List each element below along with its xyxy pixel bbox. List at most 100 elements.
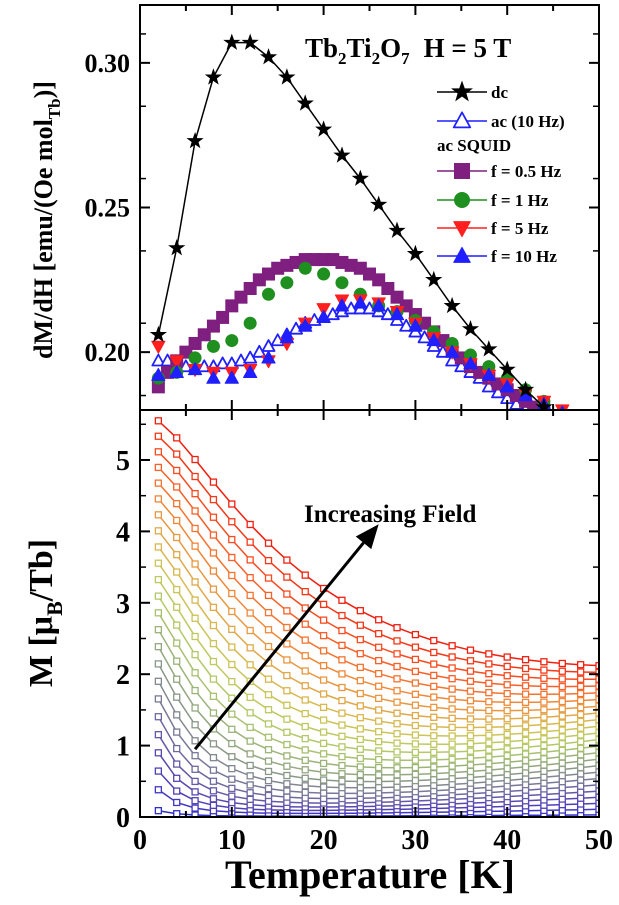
magnetization-point	[576, 661, 585, 669]
data-point-ac-10-hz-	[533, 408, 537, 410]
magnetization-point	[301, 667, 309, 675]
magnetization-point	[375, 694, 383, 703]
magnetization-point	[411, 711, 420, 720]
top-series-group	[149, 33, 588, 443]
data-point-f-10-hz	[151, 367, 166, 381]
data-point-f-10-hz	[463, 356, 478, 370]
magnetization-point	[356, 649, 364, 658]
magnetization-point	[209, 777, 218, 785]
magnetization-point	[154, 527, 163, 535]
magnetization-point	[411, 731, 420, 739]
magnetization-point	[264, 556, 273, 565]
data-point-f-10-hz	[353, 295, 368, 309]
magnetization-point	[411, 776, 420, 785]
magnetization-point	[558, 667, 566, 675]
magnetization-point	[485, 650, 493, 658]
magnetization-point	[503, 698, 511, 706]
magnetization-point	[503, 738, 511, 746]
bottom-ytick-label: 4	[116, 517, 130, 548]
magnetization-point	[448, 642, 456, 650]
magnetization-point	[466, 646, 475, 654]
magnetization-point	[393, 650, 401, 658]
magnetization-point	[448, 705, 456, 713]
magnetization-point	[576, 751, 585, 759]
magnetization-point	[540, 767, 548, 775]
magnetization-point	[576, 675, 585, 683]
magnetization-point	[246, 574, 254, 582]
magnetization-point	[301, 682, 309, 690]
magnetization-point	[246, 626, 254, 635]
magnetization-point	[338, 721, 346, 729]
magnetization-point	[246, 520, 254, 529]
magnetization-point	[228, 589, 236, 598]
magnetization-point	[503, 707, 511, 715]
magnetization-point	[191, 596, 199, 604]
magnetization-point	[319, 662, 328, 670]
magnetization-point	[595, 675, 599, 683]
data-point-dc	[574, 429, 588, 443]
magnetization-point	[154, 677, 163, 685]
data-point-f-10-hz	[408, 318, 423, 332]
magnetization-point	[356, 702, 364, 710]
magnetization-point	[503, 752, 511, 760]
magnetization-point	[375, 643, 383, 651]
magnetization-point	[246, 693, 254, 702]
magnetization-point	[576, 703, 585, 712]
magnetization-point	[595, 695, 599, 704]
magnetization-point	[448, 748, 456, 756]
magnetization-point	[540, 761, 548, 769]
magnetization-point	[411, 763, 420, 772]
magnetization-point	[375, 706, 383, 714]
arrow-shaft	[193, 541, 365, 751]
data-point-dc	[149, 325, 167, 343]
magnetization-point	[558, 719, 566, 727]
magnetization-point	[228, 784, 236, 793]
magnetization-point	[503, 723, 511, 731]
magnetization-point	[576, 763, 585, 772]
xtick-label: 20	[310, 825, 338, 856]
magnetization-point	[430, 682, 438, 691]
magnetization-point	[264, 746, 273, 754]
magnetization-point	[521, 763, 530, 771]
magnetization-point	[338, 732, 346, 740]
magnetization-point	[173, 516, 181, 525]
data-point-dc	[461, 319, 480, 337]
magnetization-point	[228, 792, 236, 800]
magnetization-point	[393, 709, 401, 717]
data-point-f-1-hz	[206, 339, 220, 353]
magnetization-point	[595, 729, 599, 737]
bottom-ytick-label: 2	[116, 660, 130, 691]
data-point-f-0-5-hz	[575, 418, 587, 430]
legend-label-dc: dc	[491, 83, 508, 102]
magnetization-point	[338, 626, 346, 635]
magnetization-point	[191, 797, 199, 805]
magnetization-point	[576, 696, 585, 705]
magnetization-point	[191, 737, 199, 745]
magnetization-point	[540, 698, 548, 706]
magnetization-point	[209, 567, 218, 575]
magnetization-point	[393, 756, 401, 764]
magnetization-point	[209, 495, 218, 504]
magnetization-point	[338, 743, 346, 751]
magnetization-point	[356, 770, 364, 779]
magnetization-point	[228, 553, 236, 562]
xtick-label: 40	[493, 825, 521, 856]
magnetization-point	[283, 656, 291, 664]
magnetization-point	[264, 797, 273, 805]
magnetization-point	[393, 748, 401, 756]
magnetization-point	[228, 643, 236, 651]
magnetization-point	[558, 789, 566, 798]
magnetization-point	[209, 531, 218, 539]
data-point-f-10-hz	[169, 364, 184, 378]
magnetization-point	[393, 730, 401, 738]
magnetization-point	[540, 773, 548, 781]
magnetization-point	[466, 754, 475, 762]
data-point-f-1-hz	[298, 261, 312, 275]
data-point-f-1-hz	[262, 287, 276, 301]
magnetization-point	[558, 765, 566, 774]
magnetization-point	[338, 656, 346, 664]
magnetization-point	[154, 417, 163, 425]
data-point-f-5-hz	[151, 340, 166, 354]
bottom-ytick-label: 5	[116, 446, 130, 477]
